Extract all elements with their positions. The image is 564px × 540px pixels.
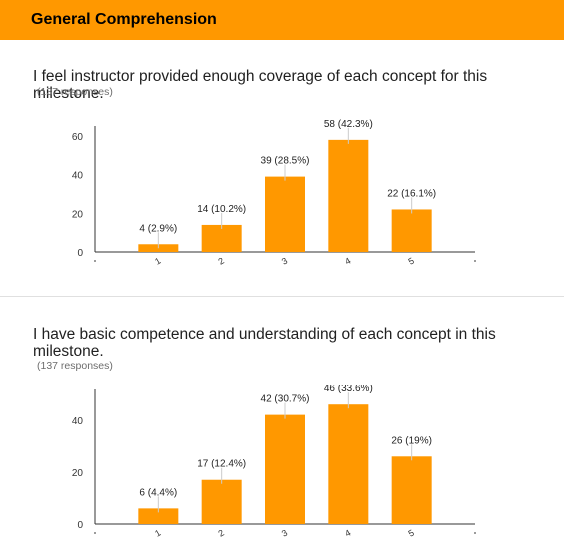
- x-tick-label: 4: [343, 256, 352, 267]
- data-label: 42 (30.7%): [261, 394, 310, 405]
- data-label: 22 (16.1%): [387, 188, 436, 199]
- bar-3: [265, 176, 305, 252]
- question-title-2: I have basic competence and understandin…: [33, 326, 496, 360]
- data-label: 39 (28.5%): [261, 156, 310, 167]
- bar-5: [391, 209, 432, 252]
- data-label: 26 (19%): [391, 435, 432, 446]
- axis-end-dot: [474, 532, 476, 534]
- x-tick-label: 2: [216, 528, 225, 539]
- x-tick-label: 3: [280, 528, 289, 539]
- y-tick-label: 0: [77, 248, 83, 259]
- x-tick-label: 3: [280, 256, 289, 267]
- bar-1: [138, 508, 179, 524]
- bar-2: [201, 224, 242, 252]
- bar-chart-1: 0 20 40 60 4 (2.9%) 1 14 (10.2%) 2 39 (28.5%) 3 58…: [72, 119, 476, 267]
- section-title: General Comprehension: [31, 11, 217, 28]
- section-header: General Comprehension: [0, 0, 564, 40]
- bar-4: [328, 139, 369, 252]
- bar-chart-2: 0 20 40 6 (4.4%) 1 17 (12.4%) 2 42 (30.7%) 3 46 (…: [72, 385, 476, 539]
- x-tick-label: 1: [153, 256, 162, 267]
- response-count-1: (137 responses): [37, 86, 113, 98]
- data-label: 4 (2.9%): [139, 223, 177, 234]
- x-tick-label: 2: [216, 256, 225, 267]
- data-label: 6 (4.4%): [139, 487, 177, 498]
- y-tick-label: 40: [72, 416, 84, 427]
- data-label: 46 (33.6%): [324, 385, 373, 394]
- data-label: 14 (10.2%): [197, 204, 246, 215]
- response-count-2: (137 responses): [37, 360, 113, 372]
- data-label: 58 (42.3%): [324, 119, 373, 130]
- axis-end-dot: [94, 260, 96, 262]
- y-tick-label: 20: [72, 209, 84, 220]
- axis-end-dot: [94, 532, 96, 534]
- question-title-1: I feel instructor provided enough covera…: [33, 68, 488, 102]
- y-tick-label: 20: [72, 468, 84, 479]
- bar-4: [328, 404, 369, 524]
- x-tick-label: 1: [153, 528, 162, 539]
- bar-5: [391, 456, 432, 524]
- x-tick-label: 5: [406, 256, 415, 267]
- bar-3: [265, 414, 305, 524]
- axis-end-dot: [474, 260, 476, 262]
- data-label: 17 (12.4%): [197, 459, 246, 470]
- x-tick-label: 5: [406, 528, 415, 539]
- section-divider: [0, 296, 564, 297]
- y-tick-label: 40: [72, 171, 84, 182]
- bar-2: [201, 479, 242, 524]
- x-tick-label: 4: [343, 528, 352, 539]
- y-tick-label: 0: [77, 520, 83, 531]
- y-tick-label: 60: [72, 132, 84, 143]
